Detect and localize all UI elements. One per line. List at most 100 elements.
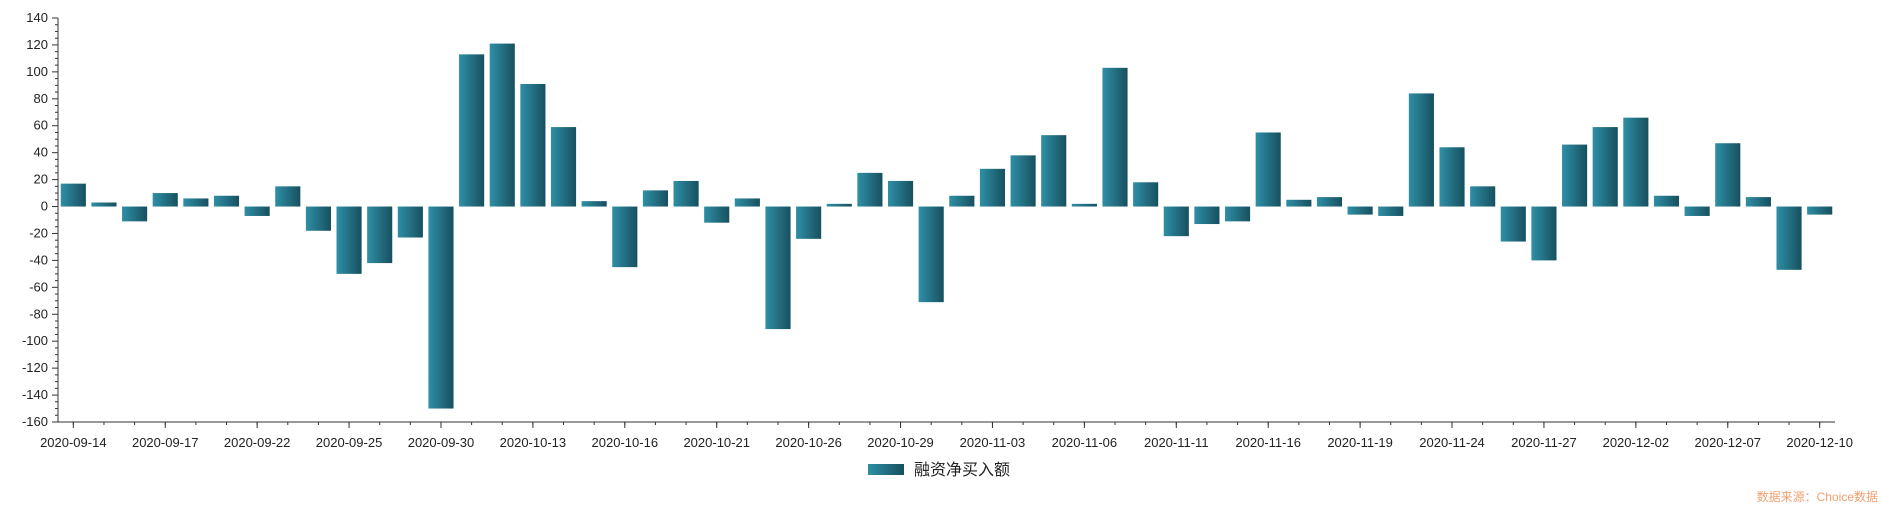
y-tick-label: -140 [22, 387, 48, 402]
source-note: 数据来源：Choice数据 [1757, 489, 1878, 504]
x-tick-label: 2020-10-13 [500, 435, 567, 450]
bar-2020-12-01 [1592, 127, 1618, 207]
y-tick-label: 40 [34, 145, 48, 160]
x-tick-label: 2020-11-06 [1052, 435, 1118, 450]
bar-2020-09-18 [183, 198, 209, 207]
bar-2020-10-15 [581, 201, 607, 207]
y-tick-label: -100 [22, 333, 48, 348]
bar-2020-09-28 [367, 206, 393, 264]
y-tick-label: 20 [34, 172, 48, 187]
bar-2020-12-04 [1684, 206, 1710, 216]
bar-2020-11-06 [1071, 203, 1097, 207]
x-tick-label: 2020-11-03 [960, 435, 1026, 450]
y-tick-label: 100 [26, 64, 48, 79]
bar-2020-12-07 [1715, 143, 1741, 207]
bar-2020-11-25 [1470, 186, 1496, 207]
bar-2020-12-02 [1623, 117, 1649, 207]
bar-2020-09-21 [213, 195, 240, 207]
bar-2020-09-16 [122, 206, 148, 222]
y-tick-label: 60 [34, 118, 48, 133]
y-axis: 140 120 100 80 60 40 20 0 -20 -40 -60 -80 -100 -120 -1… [22, 10, 59, 429]
x-tick-label: 2020-09-30 [408, 435, 475, 450]
bar-2020-11-18 [1316, 197, 1343, 207]
bar-2020-09-23 [275, 186, 301, 207]
bar-2020-10-12 [489, 43, 515, 207]
x-tick-label: 2020-12-10 [1786, 435, 1853, 450]
bar-2020-11-13 [1224, 206, 1251, 222]
bar-2020-11-02 [949, 195, 975, 207]
x-tick-label: 2020-09-22 [224, 435, 291, 450]
bar-2020-09-25 [336, 206, 362, 274]
x-tick-label: 2020-11-11 [1144, 435, 1209, 450]
bar-2020-12-10 [1807, 206, 1833, 215]
x-tick-label: 2020-11-16 [1235, 435, 1301, 450]
x-tick-label: 2020-09-17 [132, 435, 199, 450]
legend-swatch [868, 464, 904, 475]
bar-2020-10-29 [887, 180, 914, 207]
bar-2020-11-26 [1500, 206, 1526, 242]
x-tick-label: 2020-10-26 [775, 435, 842, 450]
bar-2020-10-20 [673, 180, 699, 207]
bar-2020-10-28 [857, 172, 883, 207]
y-tick-label: -80 [29, 306, 48, 321]
bar-2020-12-03 [1653, 195, 1680, 207]
bar-2020-10-30 [918, 206, 944, 303]
y-tick-label: 80 [34, 91, 48, 106]
bar-2020-09-30 [428, 206, 454, 409]
x-tick-label: 2020-12-07 [1695, 435, 1762, 450]
bar-2020-11-03 [979, 168, 1006, 207]
legend-label: 融资净买入额 [914, 461, 1010, 479]
bar-2020-11-11 [1163, 206, 1189, 237]
bar-2020-10-19 [642, 190, 669, 207]
bar-2020-09-29 [397, 206, 423, 238]
bar-2020-10-22 [734, 198, 760, 207]
y-tick-label: -120 [22, 360, 48, 375]
bar-2020-10-21 [704, 206, 730, 223]
bar-2020-11-30 [1562, 144, 1588, 207]
y-tick-label: 0 [41, 199, 48, 214]
y-tick-label: -60 [29, 279, 48, 294]
bar-2020-11-19 [1347, 206, 1373, 215]
bar-2020-11-12 [1194, 206, 1220, 225]
x-axis: 2020-09-14 2020-09-17 2020-09-22 2020-09-25… [40, 421, 1853, 450]
bar-2020-10-26 [796, 206, 822, 239]
bar-2020-09-17 [152, 193, 178, 207]
bar-2020-10-16 [612, 206, 638, 268]
bar-2020-11-23 [1408, 93, 1434, 207]
y-tick-label: -20 [29, 225, 48, 240]
bar-2020-11-05 [1041, 135, 1067, 207]
x-tick-label: 2020-11-27 [1511, 435, 1577, 450]
bar-2020-09-15 [91, 202, 117, 207]
bar-2020-12-09 [1776, 206, 1802, 270]
bar-2020-10-27 [826, 203, 852, 207]
bar-2020-11-20 [1378, 206, 1404, 216]
legend: 融资净买入额 [868, 461, 1010, 479]
x-tick-label: 2020-11-19 [1327, 435, 1393, 450]
x-tick-label: 2020-10-29 [867, 435, 934, 450]
bar-2020-11-09 [1102, 67, 1128, 207]
y-tick-label: 140 [26, 10, 48, 25]
bar-2020-10-13 [520, 83, 546, 207]
x-tick-label: 2020-10-21 [683, 435, 750, 450]
y-tick-label: -160 [22, 414, 48, 429]
bars [60, 43, 1833, 409]
bar-2020-11-04 [1010, 155, 1036, 207]
bar-2020-11-27 [1531, 206, 1557, 261]
x-tick-label: 2020-10-16 [592, 435, 659, 450]
bar-2020-10-23 [765, 206, 791, 330]
x-tick-label: 2020-12-02 [1603, 435, 1670, 450]
x-tick-label: 2020-09-14 [40, 435, 107, 450]
bar-2020-12-08 [1745, 197, 1771, 207]
bar-2020-11-17 [1286, 199, 1312, 207]
bar-2020-09-22 [244, 206, 270, 216]
bar-2020-11-16 [1255, 132, 1281, 207]
x-tick-label: 2020-11-24 [1419, 435, 1485, 450]
bar-2020-10-14 [550, 127, 577, 207]
bar-2020-11-10 [1133, 182, 1159, 207]
y-tick-label: -40 [29, 252, 48, 267]
bar-2020-09-24 [305, 206, 331, 231]
x-tick-label: 2020-09-25 [316, 435, 383, 450]
bar-2020-09-14 [60, 183, 86, 207]
bar-2020-11-24 [1439, 147, 1465, 207]
